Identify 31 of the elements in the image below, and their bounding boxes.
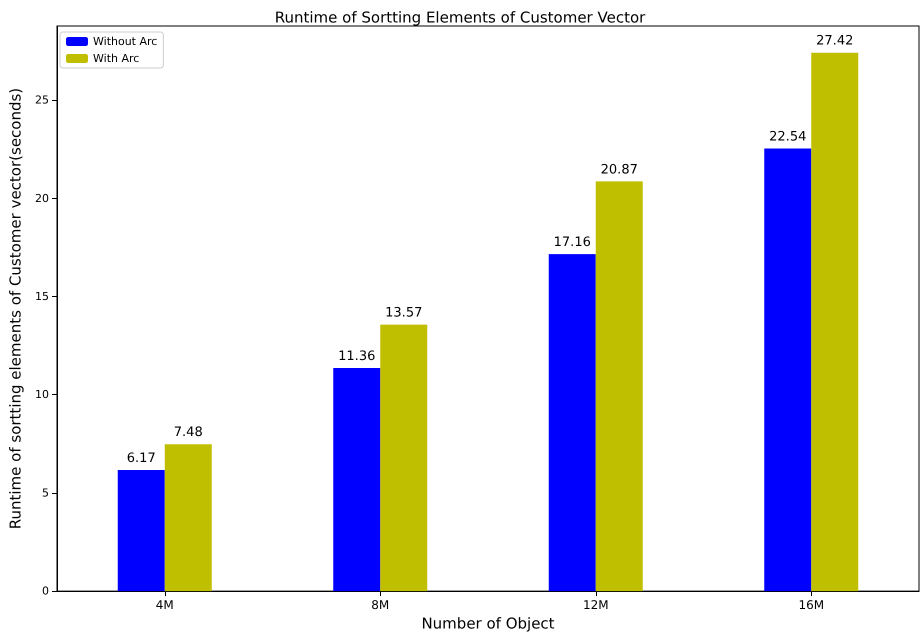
y-tick-label: 5 (42, 486, 49, 500)
data-label: 7.48 (174, 425, 203, 440)
legend-label: With Arc (93, 52, 140, 65)
bar (164, 444, 212, 592)
x-tick-label: 8M (371, 598, 390, 612)
y-axis-title: Runtime of sortting elements of Customer vector(seconds) (6, 88, 24, 530)
bar (548, 254, 596, 592)
data-label: 13.57 (385, 306, 422, 321)
bar (596, 181, 643, 592)
data-label: 6.17 (126, 450, 156, 466)
y-tick-label: 0 (42, 584, 49, 598)
x-axis-title: Number of Object (421, 614, 555, 632)
y-tick-label: 10 (35, 388, 49, 402)
x-tick-label: 4M (156, 598, 174, 612)
y-tick-label: 25 (35, 94, 49, 107)
bar (811, 52, 858, 592)
data-label: 17.16 (554, 235, 591, 250)
bar (118, 470, 165, 592)
data-label: 22.54 (769, 130, 806, 145)
bar (764, 148, 812, 592)
y-tick-label: 20 (35, 192, 49, 205)
chart-title: Runtime of Sortting Elements of Customer Vector (274, 8, 646, 26)
bar (333, 368, 380, 592)
y-tick-label: 15 (35, 290, 49, 304)
data-label: 11.36 (338, 349, 376, 364)
legend-label: Without Arc (93, 35, 158, 48)
bar (380, 324, 428, 592)
data-label: 20.87 (600, 162, 638, 178)
data-label: 27.42 (816, 34, 854, 49)
x-tick-label: 16M (798, 598, 824, 612)
x-tick-label: 12M (582, 598, 609, 612)
